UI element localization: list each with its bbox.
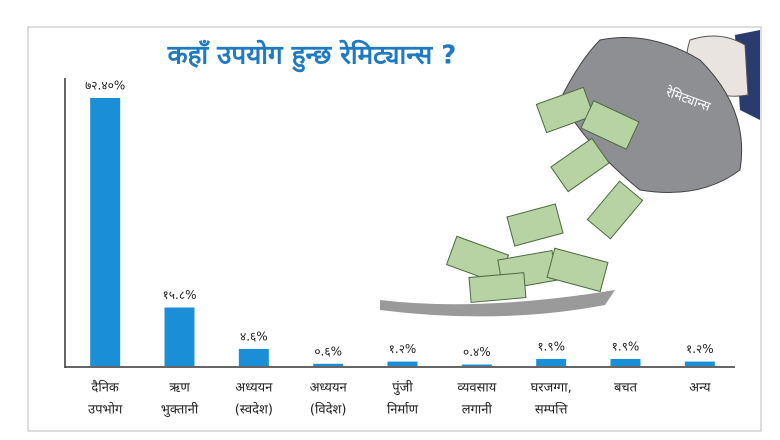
value-label: ०.६% <box>314 344 342 358</box>
bill <box>506 203 564 247</box>
value-label: १.९% <box>612 339 640 353</box>
x-tick-label: बचत <box>614 381 638 396</box>
x-tick-label: लगानी <box>462 402 493 418</box>
x-tick-label: ऋण <box>169 381 190 396</box>
value-label: १.२% <box>389 342 417 356</box>
x-tick-label: (विदेश) <box>310 402 346 418</box>
bill <box>546 247 609 293</box>
bar <box>536 358 567 366</box>
bill <box>535 86 595 134</box>
bill <box>550 137 610 193</box>
value-label: १.२% <box>686 342 714 356</box>
x-tick-label: अन्य <box>689 381 711 396</box>
x-tick-label: अध्ययन <box>235 381 273 396</box>
illustration: रेमिट्यान्स <box>380 30 760 317</box>
x-tick-label: व्यवसाय <box>457 381 496 396</box>
value-label: १५.८% <box>163 288 197 302</box>
bar <box>90 98 121 366</box>
bar <box>610 358 641 366</box>
bar <box>313 363 344 366</box>
value-label: १.९% <box>537 339 565 353</box>
x-tick-label: अध्ययन <box>310 381 348 396</box>
value-label: ४.६% <box>240 329 268 343</box>
value-label: ७२.४०% <box>85 79 125 93</box>
bar <box>684 361 715 366</box>
bill <box>586 180 644 240</box>
x-tick-label: (स्वदेश) <box>235 402 273 418</box>
bar <box>238 348 269 366</box>
bill <box>468 272 527 303</box>
chart-title: कहाँ उपयोग हुन्छ रेमिट्यान्स ? <box>167 40 457 73</box>
bar <box>461 364 492 366</box>
value-label: ०.४% <box>463 345 491 359</box>
x-tick-label: निर्माण <box>387 402 419 418</box>
bill <box>580 100 640 150</box>
x-tick-label: घरजग्गा, <box>531 381 572 396</box>
x-tick-label: उपभोग <box>88 402 123 418</box>
x-tick-label: दैनिक <box>91 380 119 396</box>
x-tick-label: सम्पत्ति <box>535 402 569 418</box>
bowl <box>380 290 615 317</box>
x-tick-label: भुक्तानी <box>161 402 199 418</box>
x-tick-label: पुंजी <box>392 380 413 396</box>
bar <box>164 307 195 366</box>
bar <box>387 361 418 366</box>
